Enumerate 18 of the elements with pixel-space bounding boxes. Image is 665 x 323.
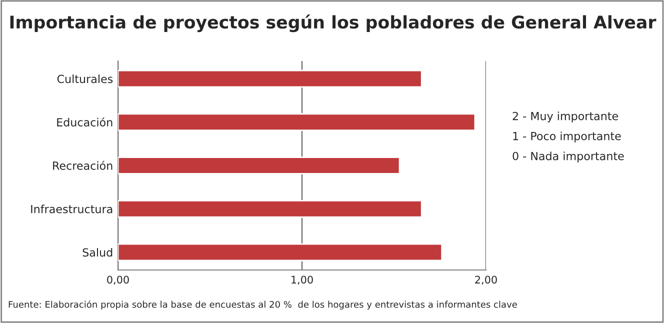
y-tick-label: Infraestructura — [31, 204, 112, 214]
x-tick-label: 2,00 — [475, 276, 497, 285]
y-tick-label: Salud — [82, 248, 112, 257]
bar — [118, 113, 476, 132]
y-tick-label: Recreación — [53, 160, 112, 170]
bar — [118, 156, 400, 174]
bar — [118, 200, 422, 218]
bar — [118, 243, 443, 262]
text: 0 - Nada importante — [512, 152, 624, 162]
chart-title: Importancia de proyectos según los pobladores de General Alvear — [10, 14, 656, 32]
source-note: Fuente: Elaboración propia sobre la base de encuestas al 20 % de los hogares y entrevistas a informantes clave — [8, 300, 517, 310]
x-tick-label: 1,00 — [292, 276, 313, 285]
y-tick-label: Educación — [57, 117, 112, 126]
bar — [118, 70, 422, 88]
x-tick-label: 0,00 — [107, 276, 129, 285]
text: 2 - Muy importante — [512, 112, 618, 122]
text: 1 - Poco importante — [513, 132, 621, 142]
y-tick-label: Culturales — [57, 74, 113, 84]
